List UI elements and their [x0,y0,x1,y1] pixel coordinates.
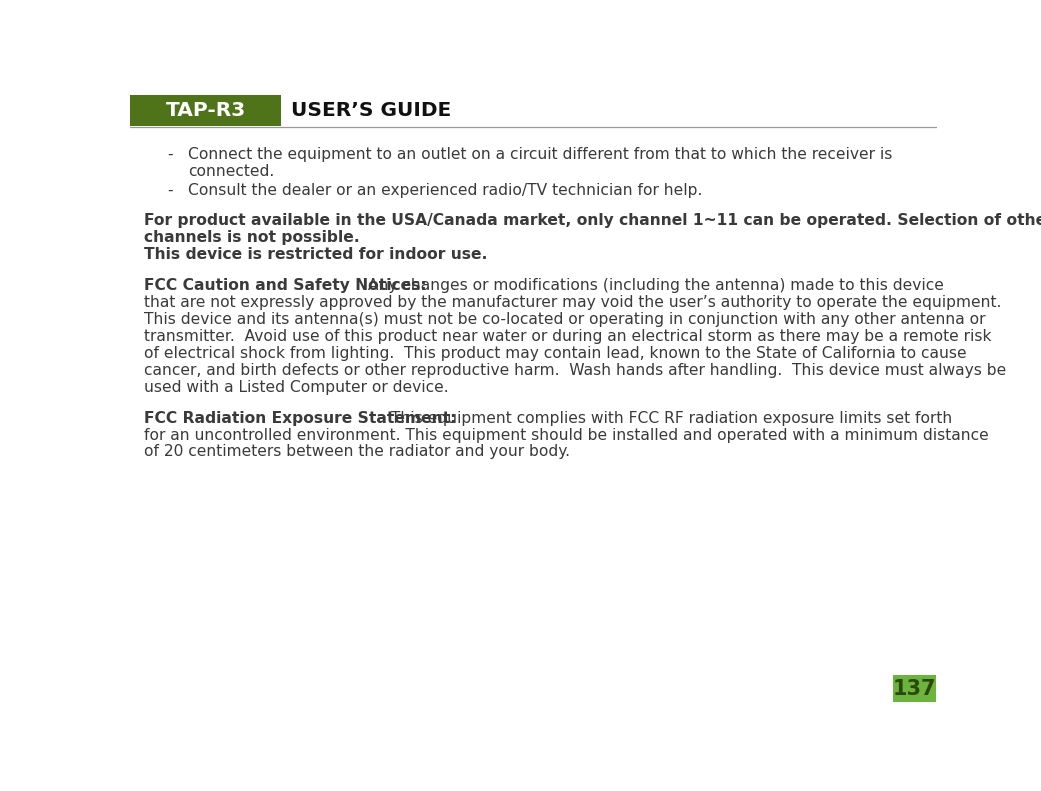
Text: FCC Radiation Exposure Statement:: FCC Radiation Exposure Statement: [144,411,456,426]
Text: of electrical shock from lighting.  This product may contain lead, known to the : of electrical shock from lighting. This … [144,346,967,361]
Text: used with a Listed Computer or device.: used with a Listed Computer or device. [144,380,449,395]
FancyBboxPatch shape [130,95,281,126]
Text: Connect the equipment to an outlet on a circuit different from that to which the: Connect the equipment to an outlet on a … [188,147,892,162]
Text: -: - [168,147,173,162]
Text: TAP-R3: TAP-R3 [166,100,246,119]
Text: USER’S GUIDE: USER’S GUIDE [290,100,451,119]
Text: of 20 centimeters between the radiator and your body.: of 20 centimeters between the radiator a… [144,445,570,460]
Text: for an uncontrolled environment. This equipment should be installed and operated: for an uncontrolled environment. This eq… [144,428,989,442]
Text: Consult the dealer or an experienced radio/TV technician for help.: Consult the dealer or an experienced rad… [188,183,703,198]
FancyBboxPatch shape [893,675,936,702]
Text: Any changes or modifications (including the antenna) made to this device: Any changes or modifications (including … [363,278,944,293]
Text: This device is restricted for indoor use.: This device is restricted for indoor use… [144,248,487,263]
Text: 137: 137 [893,679,936,698]
Text: FCC Caution and Safety Notices:: FCC Caution and Safety Notices: [144,278,427,293]
Text: that are not expressly approved by the manufacturer may void the user’s authorit: that are not expressly approved by the m… [144,295,1001,310]
Text: This equipment complies with FCC RF radiation exposure limits set forth: This equipment complies with FCC RF radi… [386,411,953,426]
Text: -: - [168,183,173,198]
Text: connected.: connected. [188,165,275,180]
Text: channels is not possible.: channels is not possible. [144,230,360,245]
Text: For product available in the USA/Canada market, only channel 1~11 can be operate: For product available in the USA/Canada … [144,214,1041,229]
Text: cancer, and birth defects or other reproductive harm.  Wash hands after handling: cancer, and birth defects or other repro… [144,363,1007,378]
Text: transmitter.  Avoid use of this product near water or during an electrical storm: transmitter. Avoid use of this product n… [144,329,992,344]
Text: This device and its antenna(s) must not be co-located or operating in conjunctio: This device and its antenna(s) must not … [144,312,986,327]
